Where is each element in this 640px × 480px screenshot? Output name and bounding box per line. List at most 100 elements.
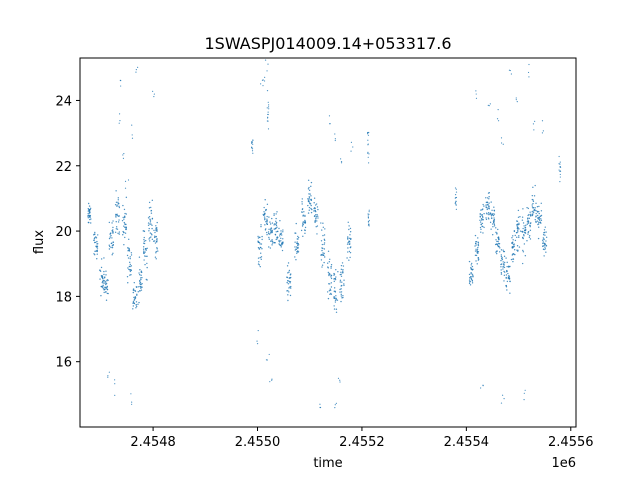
data-point — [279, 235, 281, 237]
data-point — [475, 240, 478, 243]
data-point — [135, 307, 137, 309]
data-point — [141, 282, 143, 285]
data-point — [124, 236, 126, 239]
data-point — [470, 272, 472, 274]
data-point — [147, 222, 150, 224]
data-point — [256, 340, 258, 342]
data-point — [531, 211, 533, 213]
data-point — [138, 301, 140, 304]
data-point — [99, 269, 101, 272]
data-point — [538, 221, 540, 223]
data-point — [112, 231, 114, 233]
data-point — [495, 252, 498, 255]
data-point — [497, 240, 499, 243]
data-point — [559, 176, 561, 178]
data-point — [523, 235, 525, 237]
data-point — [94, 241, 97, 244]
data-point — [111, 237, 113, 239]
data-point — [334, 291, 337, 293]
data-point — [276, 236, 278, 239]
data-point — [333, 297, 335, 299]
data-point — [139, 281, 142, 284]
data-point — [496, 232, 498, 234]
data-point — [500, 255, 503, 258]
data-point — [125, 213, 128, 215]
data-point — [479, 226, 482, 229]
data-point — [131, 137, 134, 139]
data-point — [149, 232, 152, 234]
data-point — [488, 202, 490, 204]
data-point — [518, 246, 521, 248]
data-point — [96, 243, 98, 245]
data-point — [485, 204, 487, 206]
data-point — [469, 277, 471, 279]
data-point — [517, 229, 519, 232]
data-point — [488, 191, 490, 194]
data-point — [102, 284, 104, 286]
data-point — [350, 141, 353, 143]
data-point — [286, 276, 289, 279]
data-point — [282, 231, 284, 233]
data-point — [340, 264, 343, 267]
data-point — [343, 279, 345, 281]
data-point — [480, 209, 482, 211]
data-point — [349, 234, 351, 236]
data-point — [528, 63, 530, 66]
data-point — [266, 218, 268, 220]
data-point — [476, 250, 478, 253]
data-point — [153, 95, 155, 98]
data-point — [537, 226, 540, 228]
data-point — [141, 286, 143, 288]
data-point — [307, 179, 310, 181]
data-point — [103, 257, 105, 259]
data-point — [328, 283, 330, 285]
data-point — [536, 220, 539, 222]
data-point — [487, 217, 490, 219]
data-point — [88, 205, 91, 207]
data-point — [454, 194, 457, 196]
data-point — [497, 236, 500, 238]
data-point — [288, 271, 290, 273]
data-point — [558, 155, 560, 158]
data-point — [267, 111, 269, 113]
data-point — [475, 97, 478, 99]
data-point — [268, 246, 270, 248]
data-point — [268, 238, 270, 240]
data-point — [310, 211, 313, 214]
data-point — [124, 232, 127, 234]
data-point — [502, 250, 505, 253]
data-point — [257, 235, 259, 238]
data-point — [492, 212, 494, 215]
data-point — [330, 286, 333, 288]
data-point — [470, 266, 472, 269]
data-point — [544, 246, 546, 248]
data-point — [455, 196, 457, 199]
data-point — [275, 220, 277, 222]
data-point — [116, 204, 118, 206]
data-point — [347, 242, 349, 244]
data-point — [123, 152, 125, 155]
data-point — [543, 244, 545, 247]
data-point — [524, 389, 526, 391]
data-point — [115, 221, 117, 223]
data-point — [94, 250, 96, 253]
data-point — [107, 279, 109, 282]
data-point — [475, 260, 477, 262]
data-point — [134, 296, 137, 298]
data-point — [367, 215, 369, 217]
data-point — [278, 240, 280, 242]
data-point — [87, 214, 90, 217]
data-point — [103, 270, 105, 273]
data-point — [491, 214, 494, 216]
data-point — [493, 213, 496, 215]
data-point — [530, 222, 532, 224]
data-point — [485, 217, 487, 219]
data-point — [127, 282, 129, 284]
data-point — [270, 232, 272, 234]
x-tick-label: 2.4550 — [235, 435, 281, 450]
data-point — [266, 221, 268, 223]
data-point — [480, 218, 483, 220]
data-point — [468, 260, 471, 263]
data-point — [328, 274, 330, 276]
data-point — [527, 233, 529, 235]
